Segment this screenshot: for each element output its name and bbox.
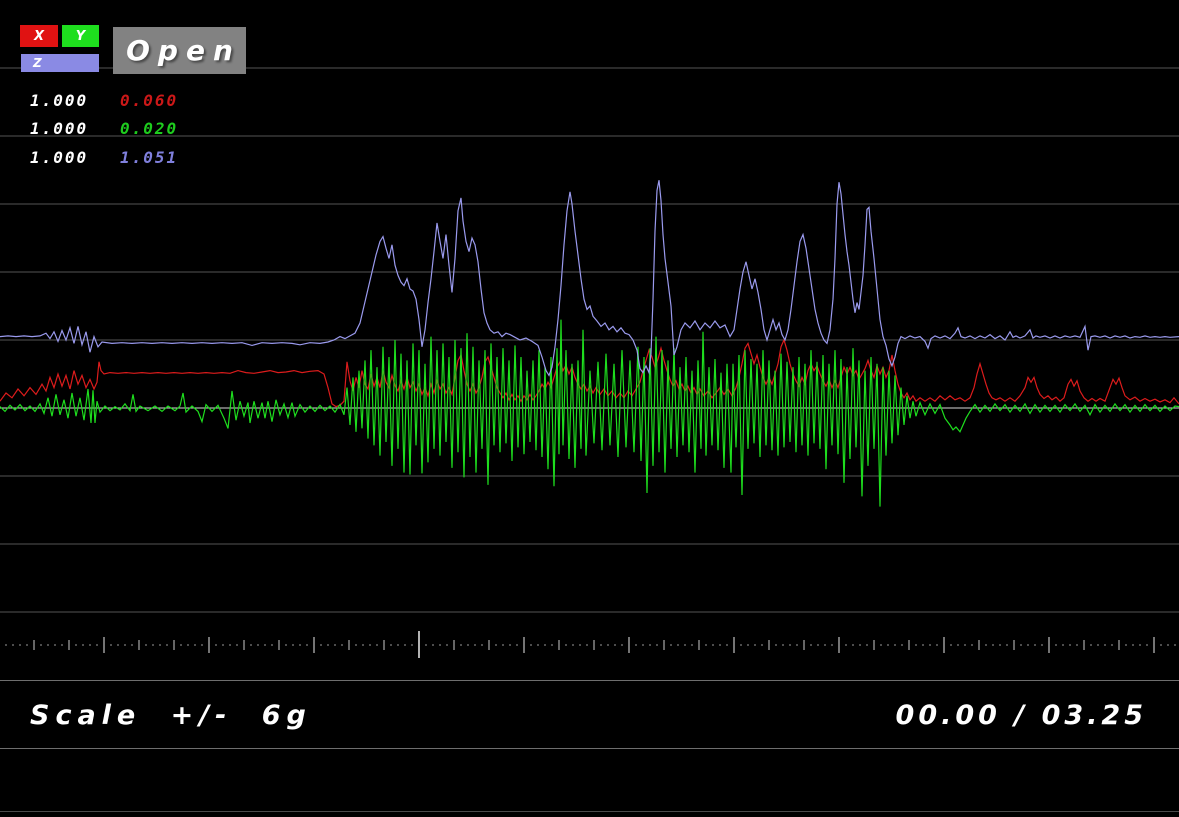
axis-z-legend-badge[interactable]: Z: [21, 54, 99, 72]
y-axis-trace: [0, 319, 1179, 507]
current-value-x: 0.060: [120, 91, 179, 110]
axis-y-legend-badge[interactable]: Y: [62, 25, 99, 47]
footer-divider-bottom: [0, 748, 1179, 749]
z-axis-trace: [0, 180, 1179, 377]
gain-value-x: 1.000: [30, 91, 89, 110]
current-value-y: 0.020: [120, 119, 179, 138]
current-value-z: 1.051: [120, 148, 179, 167]
axis-x-legend-label: X: [33, 28, 45, 44]
axis-z-legend-label: Z: [33, 56, 42, 70]
open-file-button[interactable]: Open: [113, 27, 246, 74]
playback-position-label: 00.00 / 03.25: [895, 700, 1147, 731]
gain-value-y: 1.000: [30, 119, 89, 138]
window-bottom-edge: [0, 811, 1179, 812]
x-axis-trace: [0, 338, 1179, 408]
reading-row-x: 1.000 0.060: [0, 91, 260, 110]
reading-row-y: 1.000 0.020: [0, 119, 260, 138]
gridlines: [0, 67, 1179, 613]
axis-y-legend-label: Y: [75, 28, 86, 44]
footer-divider-top: [0, 680, 1179, 681]
gain-value-z: 1.000: [30, 148, 89, 167]
axis-x-legend-badge[interactable]: X: [20, 25, 58, 47]
timeline-ruler[interactable]: [5, 631, 1176, 658]
signal-traces: [0, 180, 1179, 507]
reading-row-z: 1.000 1.051: [0, 148, 260, 167]
scale-range-label: Scale +/- 6g: [30, 700, 312, 731]
